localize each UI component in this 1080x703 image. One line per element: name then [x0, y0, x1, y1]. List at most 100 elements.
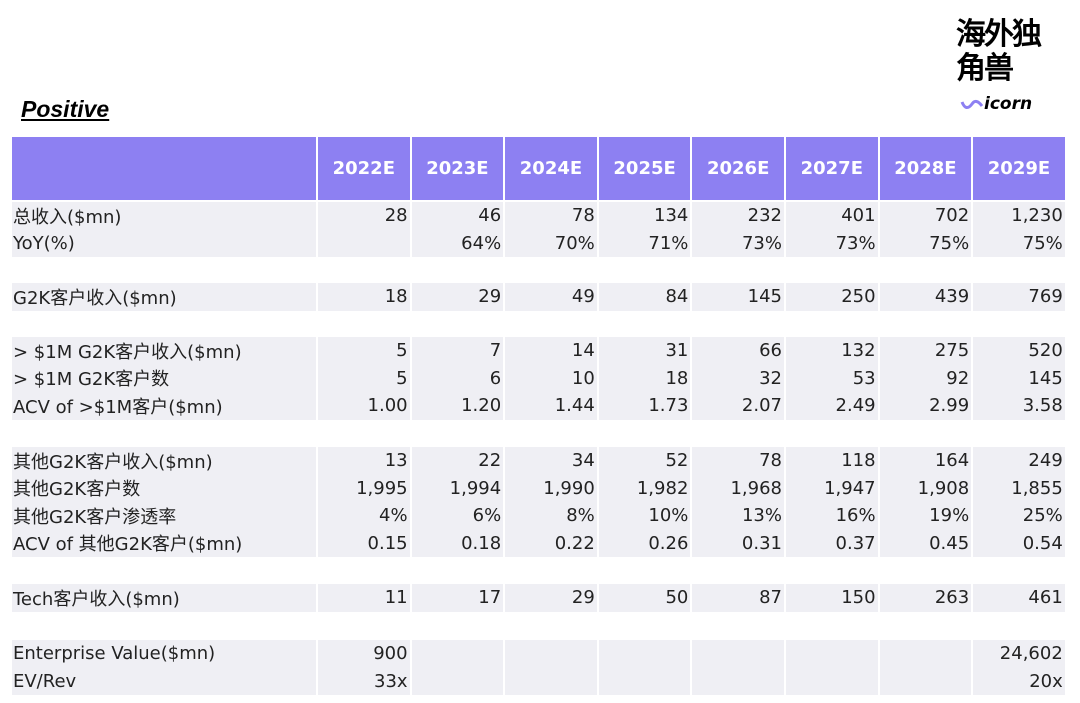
value-cell: 22	[411, 447, 506, 475]
value-cell: 2.99	[879, 392, 974, 420]
row-label: 其他G2K客户数	[12, 474, 318, 502]
value-cell: 1.00	[318, 392, 412, 420]
value-cell: 31	[598, 337, 693, 365]
value-cell: 4%	[318, 502, 412, 530]
value-cell: 71%	[598, 229, 693, 257]
value-cell: 11	[318, 584, 412, 612]
value-cell: 1,855	[973, 474, 1067, 502]
row-label: Enterprise Value($mn)	[12, 640, 318, 668]
value-cell: 2.07	[692, 392, 786, 420]
column-header: 2025E	[598, 137, 693, 200]
value-cell: 52	[598, 447, 693, 475]
value-cell: 87	[692, 584, 786, 612]
value-cell: 18	[598, 364, 693, 392]
logo-en: icorn	[984, 94, 1033, 114]
value-cell: 16%	[786, 502, 880, 530]
value-cell: 73%	[786, 229, 880, 257]
value-cell	[786, 640, 880, 668]
value-cell: 1,968	[692, 474, 786, 502]
value-cell: 1,995	[318, 474, 412, 502]
value-cell: 64%	[411, 229, 506, 257]
column-header: 2027E	[786, 137, 880, 200]
column-header: 2023E	[411, 137, 506, 200]
value-cell	[692, 667, 786, 695]
value-cell: 0.22	[505, 529, 599, 557]
value-cell: 150	[786, 584, 880, 612]
value-cell: 18	[318, 283, 412, 311]
value-cell: 75%	[973, 229, 1067, 257]
value-cell: 0.45	[879, 529, 974, 557]
value-cell: 439	[879, 283, 974, 311]
value-cell: 20x	[973, 667, 1067, 695]
value-cell: 1,990	[505, 474, 599, 502]
value-cell: 5	[318, 364, 412, 392]
value-cell: 3.58	[973, 392, 1067, 420]
value-cell: 13	[318, 447, 412, 475]
value-cell: 0.37	[786, 529, 880, 557]
value-cell	[411, 667, 506, 695]
value-cell: 13%	[692, 502, 786, 530]
value-cell: 0.18	[411, 529, 506, 557]
value-cell: 25%	[973, 502, 1067, 530]
row-label: 其他G2K客户收入($mn)	[12, 447, 318, 475]
value-cell: 17	[411, 584, 506, 612]
value-cell: 275	[879, 337, 974, 365]
value-cell: 232	[692, 202, 786, 230]
value-cell: 263	[879, 584, 974, 612]
value-cell	[598, 667, 693, 695]
value-cell: 10	[505, 364, 599, 392]
row-label: ACV of >$1M客户($mn)	[12, 392, 318, 420]
value-cell: 34	[505, 447, 599, 475]
value-cell	[505, 640, 599, 668]
column-header: 2024E	[505, 137, 599, 200]
row-label: Tech客户收入($mn)	[12, 584, 318, 612]
value-cell: 2.49	[786, 392, 880, 420]
value-cell: 66	[692, 337, 786, 365]
value-cell: 84	[598, 283, 693, 311]
value-cell	[692, 640, 786, 668]
row-label: ACV of 其他G2K客户($mn)	[12, 529, 318, 557]
value-cell: 28	[318, 202, 412, 230]
value-cell: 29	[411, 283, 506, 311]
value-cell: 5	[318, 337, 412, 365]
value-cell: 73%	[692, 229, 786, 257]
value-cell: 46	[411, 202, 506, 230]
value-cell: 1,947	[786, 474, 880, 502]
value-cell: 50	[598, 584, 693, 612]
value-cell: 24,602	[973, 640, 1067, 668]
value-cell: 6%	[411, 502, 506, 530]
value-cell: 14	[505, 337, 599, 365]
row-label: 其他G2K客户渗透率	[12, 502, 318, 530]
value-cell: 7	[411, 337, 506, 365]
value-cell: 19%	[879, 502, 974, 530]
value-cell: 32	[692, 364, 786, 392]
value-cell	[505, 667, 599, 695]
value-cell: 145	[692, 283, 786, 311]
value-cell: 1,908	[879, 474, 974, 502]
value-cell: 401	[786, 202, 880, 230]
value-cell: 6	[411, 364, 506, 392]
value-cell: 0.26	[598, 529, 693, 557]
value-cell	[598, 640, 693, 668]
logo-cn: 海外独角兽	[956, 17, 1042, 86]
value-cell: 70%	[505, 229, 599, 257]
logo-icon	[960, 99, 984, 109]
value-cell: 53	[786, 364, 880, 392]
value-cell: 33x	[318, 667, 412, 695]
value-cell: 8%	[505, 502, 599, 530]
value-cell: 134	[598, 202, 693, 230]
value-cell	[879, 640, 974, 668]
value-cell: 92	[879, 364, 974, 392]
value-cell: 0.31	[692, 529, 786, 557]
value-cell: 249	[973, 447, 1067, 475]
column-header: 2026E	[692, 137, 786, 200]
logo: 海外独角兽 icorn	[956, 18, 1068, 118]
value-cell: 1,994	[411, 474, 506, 502]
title: Positive	[21, 96, 110, 122]
value-cell: 0.54	[973, 529, 1067, 557]
value-cell: 769	[973, 283, 1067, 311]
value-cell	[786, 667, 880, 695]
value-cell: 132	[786, 337, 880, 365]
value-cell: 250	[786, 283, 880, 311]
